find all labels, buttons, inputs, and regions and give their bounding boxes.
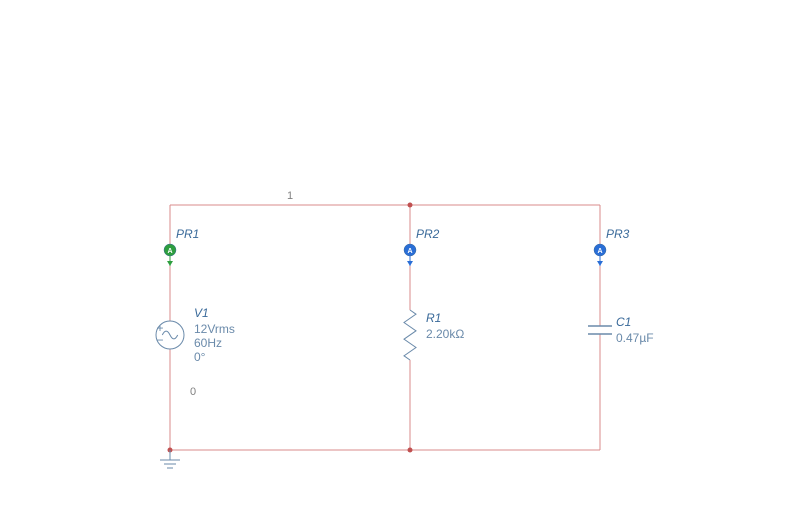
v1-line3: 0° — [194, 350, 206, 364]
pr2-label: PR2 — [416, 227, 440, 241]
probe-pr2-letter: A — [407, 248, 412, 255]
net-label-1: 1 — [287, 190, 293, 202]
c1-name: C1 — [616, 315, 631, 329]
c1-value: 0.47µF — [616, 331, 654, 345]
pr3-label: PR3 — [606, 227, 630, 241]
probe-pr2: A — [404, 244, 416, 266]
v1-name: V1 — [194, 306, 209, 320]
probe-pr3: A — [594, 244, 606, 266]
source-minus: − — [156, 333, 163, 347]
ground-symbol — [160, 450, 180, 468]
resistor-r1 — [404, 310, 416, 360]
circuit-schematic: +−AAA10PR1PR2PR3V112Vrms60Hz0°R12.20kΩC1… — [0, 0, 798, 509]
probe-pr3-letter: A — [597, 248, 602, 255]
pr1-label: PR1 — [176, 227, 199, 241]
v1-line2: 60Hz — [194, 336, 222, 350]
probe-pr1: A — [164, 244, 176, 266]
junction-node — [408, 448, 413, 453]
v1-line1: 12Vrms — [194, 322, 235, 336]
r1-value: 2.20kΩ — [426, 327, 464, 341]
r1-name: R1 — [426, 311, 441, 325]
net-label-0: 0 — [190, 386, 196, 398]
capacitor-c1 — [588, 326, 612, 334]
junction-node — [408, 203, 413, 208]
probe-pr1-letter: A — [167, 248, 172, 255]
